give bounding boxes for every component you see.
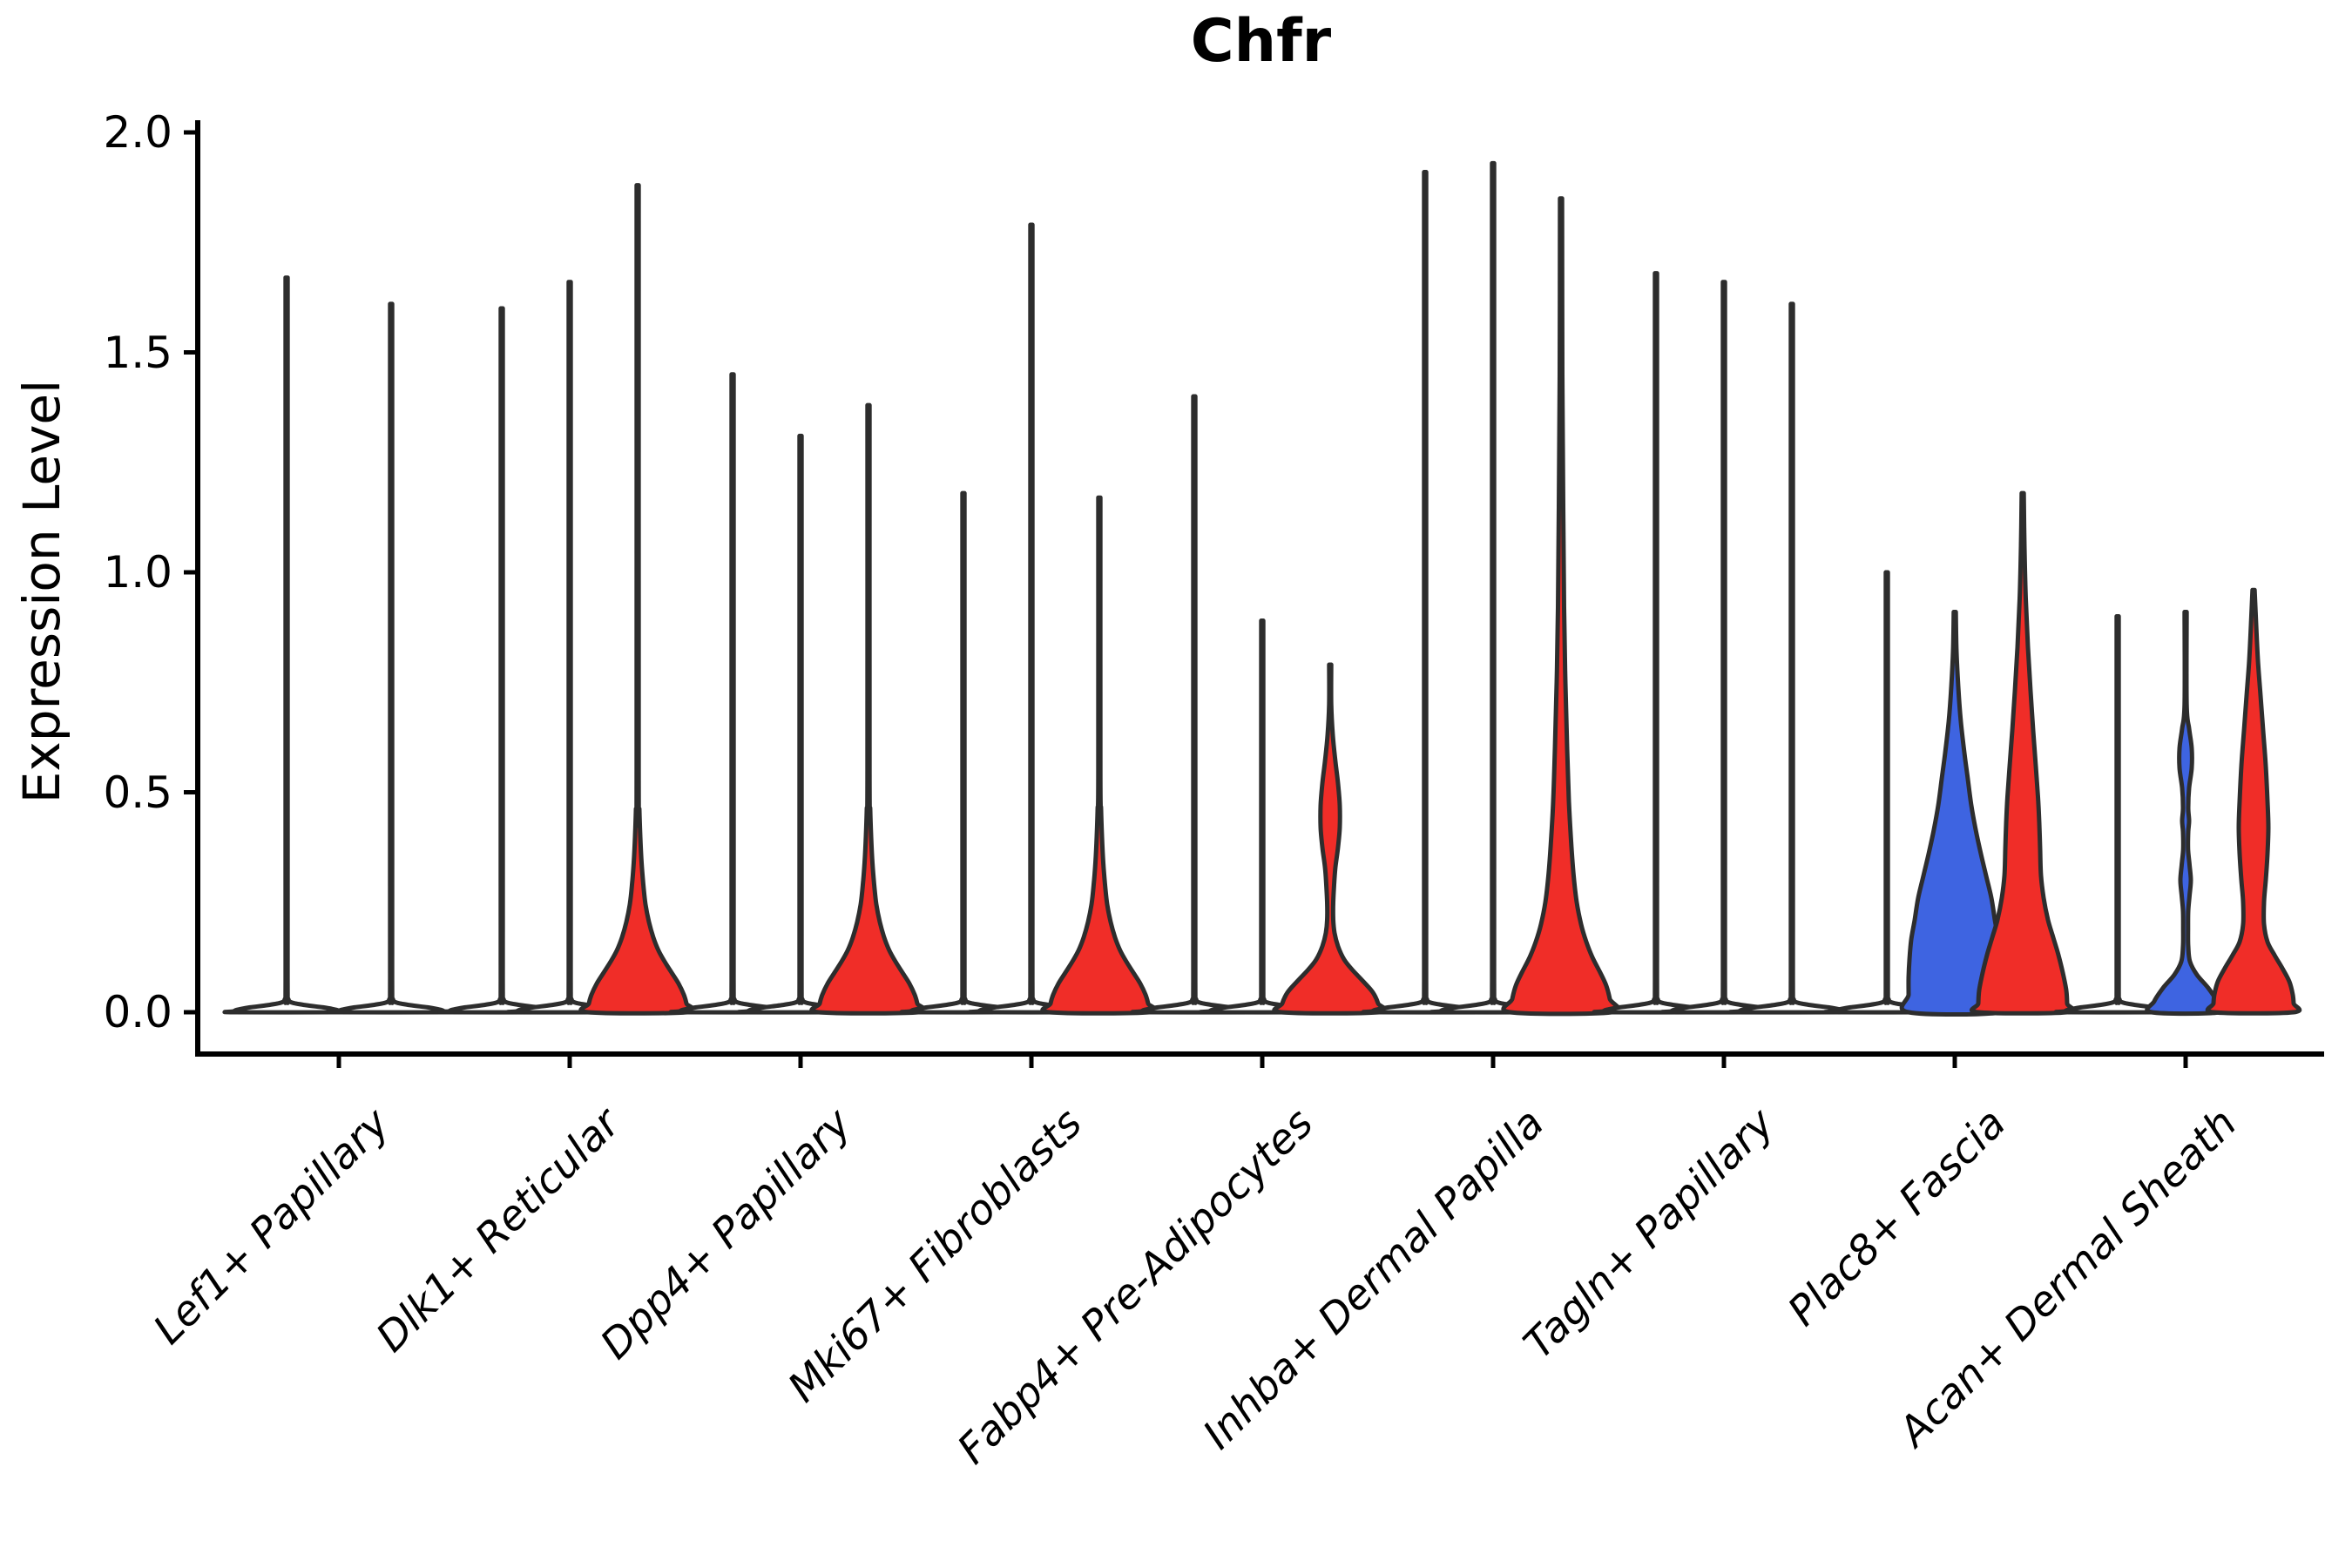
violin: [2053, 614, 2182, 1015]
violin: [327, 301, 456, 1015]
violin: [2205, 587, 2302, 1016]
violin: [1361, 170, 1490, 1015]
violin: [437, 306, 566, 1015]
y-tick-label: 2.0: [103, 107, 172, 158]
violin: [2145, 610, 2227, 1017]
violin: [1198, 618, 1327, 1015]
violin: [1969, 490, 2077, 1016]
y-tick-label: 1.0: [103, 547, 172, 598]
y-tick-label: 1.5: [103, 327, 172, 378]
chart-title: Chfr: [1190, 7, 1332, 76]
violin: [222, 275, 351, 1015]
violin: [1659, 280, 1788, 1015]
violin: [736, 433, 865, 1015]
violin: [668, 372, 797, 1015]
violin: [1501, 196, 1621, 1017]
violin: [1130, 394, 1259, 1015]
violin: [1727, 301, 1856, 1015]
violin: [1899, 610, 2011, 1017]
y-tick-label: 0.0: [103, 987, 172, 1037]
violin: [809, 402, 928, 1016]
violin: [899, 490, 1028, 1015]
violin: [1592, 271, 1720, 1015]
violin: [1272, 662, 1389, 1016]
violin: [1040, 495, 1159, 1016]
violin: [578, 183, 697, 1016]
violin: [505, 280, 634, 1015]
violin: [967, 222, 1096, 1015]
y-tick-label: 0.5: [103, 767, 172, 818]
violin: [1822, 570, 1951, 1015]
violin: [1429, 160, 1558, 1015]
